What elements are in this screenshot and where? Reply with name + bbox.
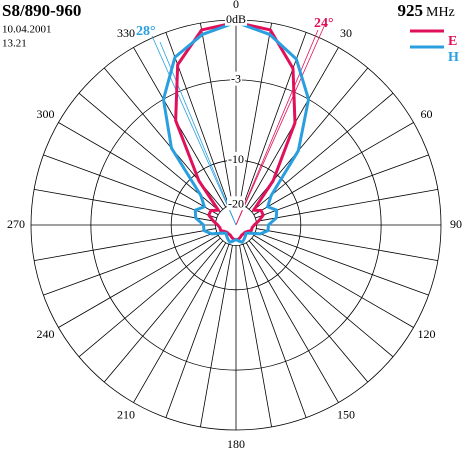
- beamwidth-line: [235, 29, 319, 226]
- time: 13.21: [2, 38, 27, 50]
- spoke: [239, 23, 272, 205]
- spoke: [200, 245, 233, 427]
- spoke: [34, 228, 216, 261]
- spoke: [251, 237, 394, 358]
- spoke: [165, 244, 230, 418]
- spoke: [256, 189, 438, 222]
- chart-title: S8/890-960: [2, 1, 81, 20]
- spoke: [58, 122, 219, 216]
- spoke: [103, 240, 224, 383]
- legend-label: H: [448, 50, 459, 65]
- angle-label: 120: [418, 327, 436, 341]
- ring-label: -20: [228, 196, 244, 210]
- ring-label: -3: [231, 72, 241, 86]
- spoke: [253, 234, 414, 328]
- beamwidth-line: [159, 41, 237, 226]
- labels: 0dB -3 -10 -20 0 30 60 90 120 150 180 210 240 270 300 3…: [7, 0, 462, 451]
- beamwidth-line: [235, 21, 327, 226]
- ring-label-bg: [227, 151, 245, 166]
- legend-label: E: [448, 34, 457, 49]
- pattern-line: [161, 20, 311, 244]
- beamwidth-line: [151, 35, 237, 226]
- spoke: [34, 189, 216, 222]
- curves: [161, 20, 311, 244]
- spoke: [251, 92, 394, 213]
- angle-label: 180: [227, 437, 245, 449]
- spoke: [255, 231, 429, 296]
- spoke: [200, 23, 233, 205]
- ring-label: -10: [228, 152, 244, 166]
- spoke: [133, 242, 227, 403]
- annotation: 24°: [314, 16, 334, 31]
- spoke: [248, 240, 369, 383]
- angle-label: 330: [117, 26, 135, 40]
- spoke: [58, 234, 219, 328]
- date: 10.04.2001: [2, 24, 52, 36]
- frequency-unit: MHz: [426, 5, 455, 20]
- spoke: [242, 244, 307, 418]
- angle-label: 150: [337, 407, 355, 421]
- spoke: [239, 245, 272, 427]
- angle-label: 0: [233, 0, 239, 11]
- spoke: [43, 231, 217, 296]
- angle-label: 90: [450, 217, 462, 231]
- angle-label: 210: [117, 407, 135, 421]
- spoke: [255, 154, 429, 219]
- spoke: [165, 32, 230, 206]
- annotation-lines: [151, 21, 327, 226]
- angle-label: 300: [36, 107, 54, 121]
- spoke: [245, 242, 339, 403]
- spoke: [78, 92, 221, 213]
- angle-label: 30: [340, 26, 352, 40]
- angle-label: 240: [36, 327, 54, 341]
- ring-label: 0dB: [226, 12, 246, 26]
- frequency: 925: [398, 1, 424, 20]
- spoke: [256, 228, 438, 261]
- legend: EH: [410, 29, 459, 65]
- angle-label: 60: [421, 107, 433, 121]
- angle-label: 270: [7, 217, 25, 231]
- ring-label-bg: [224, 11, 248, 26]
- ring-label-bg: [227, 196, 245, 211]
- annotation: 28°: [136, 24, 156, 39]
- ring-label-bg: [230, 71, 242, 86]
- spoke: [78, 237, 221, 358]
- spoke: [43, 154, 217, 219]
- spoke: [253, 122, 414, 216]
